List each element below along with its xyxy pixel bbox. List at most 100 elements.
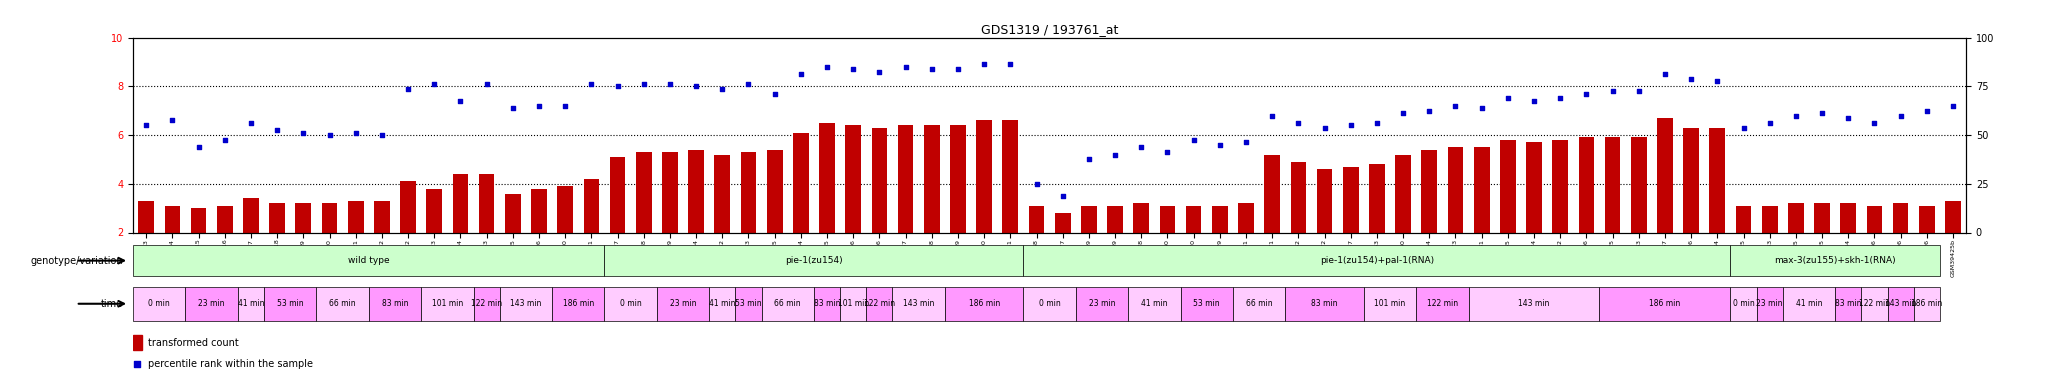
Point [838, 66, 870, 72]
Point [784, 71, 817, 77]
Point [1098, 152, 1130, 157]
Point [1622, 88, 1655, 94]
FancyBboxPatch shape [1128, 287, 1180, 321]
Text: 41 min: 41 min [1796, 299, 1823, 308]
Point [889, 64, 922, 70]
FancyBboxPatch shape [1286, 287, 1364, 321]
Point [758, 91, 791, 97]
FancyBboxPatch shape [1888, 287, 1913, 321]
FancyBboxPatch shape [1024, 246, 1731, 276]
Text: 53 min: 53 min [1194, 299, 1221, 308]
Bar [741, 152, 756, 281]
Bar [1368, 164, 1384, 281]
Bar [1212, 206, 1227, 281]
Bar [1788, 203, 1804, 281]
Bar [846, 125, 860, 281]
Text: 66 min: 66 min [774, 299, 801, 308]
FancyBboxPatch shape [553, 287, 604, 321]
Text: 53 min: 53 min [276, 299, 303, 308]
Bar [1841, 203, 1855, 281]
FancyBboxPatch shape [840, 287, 866, 321]
Text: 41 min: 41 min [238, 299, 264, 308]
Point [444, 98, 477, 104]
Bar [1343, 166, 1358, 281]
FancyBboxPatch shape [604, 246, 1024, 276]
Title: GDS1319 / 193761_at: GDS1319 / 193761_at [981, 23, 1118, 36]
Bar [1108, 206, 1122, 281]
Point [731, 81, 764, 87]
Point [1491, 96, 1524, 102]
Point [1806, 110, 1839, 116]
Bar [190, 208, 207, 281]
Point [1020, 181, 1053, 187]
Point [653, 81, 686, 87]
Bar [1475, 147, 1489, 281]
Text: 83 min: 83 min [1835, 299, 1862, 308]
Bar [1892, 203, 1909, 281]
FancyBboxPatch shape [1731, 246, 1939, 276]
Point [969, 61, 1001, 68]
Point [287, 130, 319, 136]
Bar [1001, 120, 1018, 281]
Text: 23 min: 23 min [1757, 299, 1784, 308]
FancyBboxPatch shape [1599, 287, 1731, 321]
Bar [1761, 206, 1778, 281]
Bar [1186, 206, 1202, 281]
FancyBboxPatch shape [604, 287, 657, 321]
Bar [635, 152, 651, 281]
Bar [453, 174, 469, 281]
Point [365, 132, 397, 138]
FancyBboxPatch shape [1180, 287, 1233, 321]
FancyBboxPatch shape [1075, 287, 1128, 321]
Text: 143 min: 143 min [1518, 299, 1550, 308]
Point [1702, 78, 1735, 84]
FancyBboxPatch shape [1364, 287, 1417, 321]
Point [156, 117, 188, 123]
FancyBboxPatch shape [866, 287, 893, 321]
Point [1309, 124, 1341, 131]
Text: 122 min: 122 min [1427, 299, 1458, 308]
Text: 122 min: 122 min [864, 299, 895, 308]
Text: 186 min: 186 min [1649, 299, 1681, 308]
Text: 66 min: 66 min [330, 299, 356, 308]
FancyBboxPatch shape [369, 287, 422, 321]
Point [1726, 124, 1759, 131]
Point [463, 247, 496, 253]
Point [1386, 110, 1419, 116]
Point [1649, 71, 1681, 77]
Bar [662, 152, 678, 281]
Text: 53 min: 53 min [735, 299, 762, 308]
Text: 143 min: 143 min [903, 299, 934, 308]
Bar [1710, 128, 1724, 281]
Text: 0 min: 0 min [1038, 299, 1061, 308]
Point [182, 144, 215, 150]
Text: 0 min: 0 min [147, 299, 170, 308]
Bar [1499, 140, 1516, 281]
FancyBboxPatch shape [1233, 287, 1286, 321]
Point [471, 81, 504, 87]
FancyBboxPatch shape [1024, 287, 1075, 321]
FancyBboxPatch shape [1417, 287, 1468, 321]
FancyBboxPatch shape [1782, 287, 1835, 321]
FancyBboxPatch shape [133, 246, 604, 276]
Bar [1919, 206, 1935, 281]
Bar [1028, 206, 1044, 281]
Text: 143 min: 143 min [510, 299, 541, 308]
Point [811, 64, 844, 70]
Text: 122 min: 122 min [471, 299, 502, 308]
Point [915, 66, 948, 72]
Bar [1395, 154, 1411, 281]
Point [313, 132, 346, 138]
FancyBboxPatch shape [1862, 287, 1888, 321]
Text: 0 min: 0 min [621, 299, 641, 308]
Point [627, 81, 659, 87]
FancyBboxPatch shape [1731, 287, 1757, 321]
FancyBboxPatch shape [709, 287, 735, 321]
Point [236, 120, 268, 126]
Text: percentile rank within the sample: percentile rank within the sample [150, 359, 313, 369]
Bar [950, 125, 967, 281]
Bar [133, 334, 143, 350]
Point [129, 122, 162, 128]
Bar [268, 203, 285, 281]
FancyBboxPatch shape [762, 287, 813, 321]
